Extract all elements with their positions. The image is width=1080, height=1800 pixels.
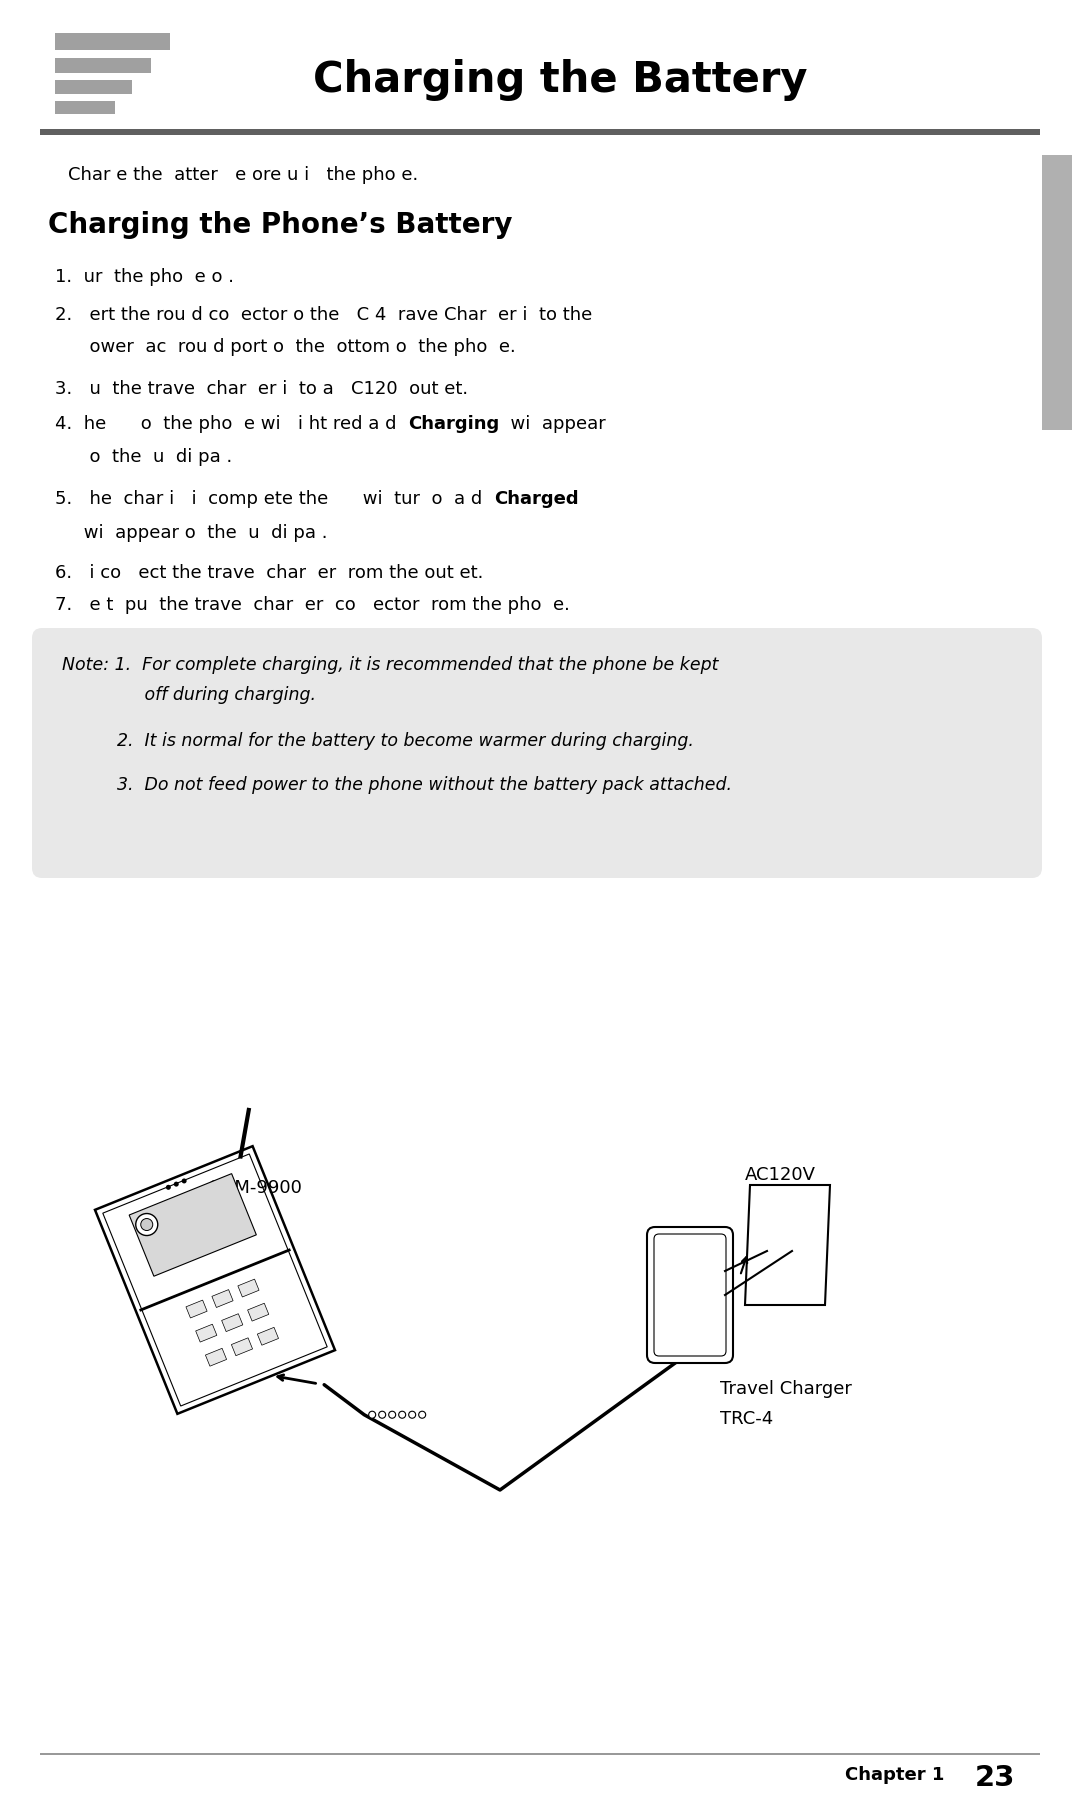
Text: 2.  It is normal for the battery to become warmer during charging.: 2. It is normal for the battery to becom… (62, 733, 693, 751)
Text: 3.   u  the trave  char  er i  to a   C120  out et.: 3. u the trave char er i to a C120 out e… (55, 380, 468, 398)
Circle shape (379, 1411, 386, 1418)
Text: ower  ac  rou d port o  the  ottom o  the pho  e.: ower ac rou d port o the ottom o the pho… (55, 338, 516, 356)
Circle shape (140, 1219, 152, 1231)
Bar (40, 1753, 1040, 1755)
Text: 3.  Do not feed power to the phone without the battery pack attached.: 3. Do not feed power to the phone withou… (62, 776, 732, 794)
FancyBboxPatch shape (791, 1208, 804, 1231)
Circle shape (181, 1179, 187, 1183)
Polygon shape (205, 1348, 227, 1366)
FancyBboxPatch shape (791, 1249, 804, 1271)
Polygon shape (238, 1280, 259, 1298)
FancyBboxPatch shape (766, 1249, 778, 1271)
Circle shape (166, 1184, 171, 1190)
FancyBboxPatch shape (654, 1235, 726, 1355)
Bar (1042, 155, 1072, 430)
Text: Char e the  atter   e ore u i   the pho e.: Char e the atter e ore u i the pho e. (68, 166, 418, 184)
Text: 6.   i co   ect the trave  char  er  rom the out et.: 6. i co ect the trave char er rom the ou… (55, 563, 484, 581)
Bar (40, 130, 1040, 135)
Text: 4.  he      o  the pho  e wi   i ht red a d: 4. he o the pho e wi i ht red a d (55, 416, 408, 434)
FancyBboxPatch shape (766, 1208, 778, 1231)
Bar (55, 79, 132, 94)
Text: 7.   e t  pu  the trave  char  er  co   ector  rom the pho  e.: 7. e t pu the trave char er co ector rom… (55, 596, 570, 614)
Text: Charging the Battery: Charging the Battery (313, 59, 807, 101)
Text: AC120V: AC120V (744, 1166, 815, 1184)
Text: Charging the Phone’s Battery: Charging the Phone’s Battery (48, 211, 513, 239)
Circle shape (408, 1411, 416, 1418)
Text: Travel Charger: Travel Charger (720, 1381, 852, 1399)
FancyBboxPatch shape (32, 628, 1042, 878)
Circle shape (174, 1181, 179, 1186)
Text: 2.   ert the rou d co  ector o the   C 4  rave Char  er i  to the: 2. ert the rou d co ector o the C 4 rave… (55, 306, 592, 324)
Circle shape (399, 1411, 406, 1418)
Polygon shape (212, 1289, 233, 1307)
Text: o  the  u  di pa .: o the u di pa . (55, 448, 232, 466)
Text: off during charging.: off during charging. (62, 686, 316, 704)
Polygon shape (745, 1184, 831, 1305)
Circle shape (368, 1411, 376, 1418)
Polygon shape (195, 1325, 217, 1343)
Text: CDM-9900: CDM-9900 (208, 1179, 302, 1197)
Text: 1.  ur  the pho  e o .: 1. ur the pho e o . (55, 268, 234, 286)
Text: Charged: Charged (494, 490, 579, 508)
Circle shape (136, 1213, 158, 1235)
Text: 5.   he  char i   i  comp ete the      wi  tur  o  a d: 5. he char i i comp ete the wi tur o a d (55, 490, 494, 508)
Circle shape (419, 1411, 426, 1418)
Polygon shape (186, 1300, 207, 1318)
Polygon shape (231, 1337, 253, 1355)
Bar (55, 101, 114, 113)
Polygon shape (130, 1174, 256, 1276)
Polygon shape (247, 1303, 269, 1321)
Polygon shape (95, 1147, 335, 1413)
Bar (55, 58, 151, 74)
Bar (55, 32, 170, 50)
Text: 23: 23 (975, 1764, 1015, 1793)
Circle shape (389, 1411, 395, 1418)
Text: wi  appear o  the  u  di pa .: wi appear o the u di pa . (55, 524, 327, 542)
Polygon shape (257, 1327, 279, 1345)
Polygon shape (221, 1314, 243, 1332)
Text: Charging: Charging (408, 416, 499, 434)
Text: Chapter 1: Chapter 1 (845, 1766, 944, 1784)
FancyBboxPatch shape (647, 1228, 733, 1363)
Text: wi  appear: wi appear (499, 416, 606, 434)
Text: Note: 1.  For complete charging, it is recommended that the phone be kept: Note: 1. For complete charging, it is re… (62, 655, 718, 673)
Text: TRC-4: TRC-4 (720, 1409, 773, 1427)
